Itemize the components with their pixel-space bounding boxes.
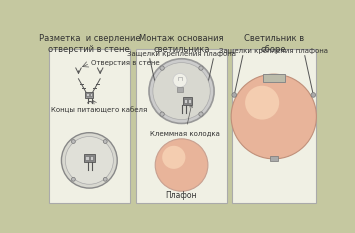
Circle shape [155,139,208,191]
Circle shape [232,93,236,97]
Text: Разметка  и сверление
отверстий в стене: Разметка и сверление отверстий в стене [38,34,140,54]
Text: Светильник в
сборе: Светильник в сборе [244,34,304,54]
Circle shape [103,140,107,144]
Circle shape [103,177,107,181]
Circle shape [311,93,316,97]
Bar [270,156,278,161]
Circle shape [149,59,214,123]
Text: Отверстия в стене: Отверстия в стене [91,60,159,66]
Circle shape [71,177,75,181]
Circle shape [245,86,279,120]
Circle shape [231,74,316,159]
Circle shape [61,133,117,188]
Bar [85,156,88,160]
Circle shape [160,66,164,70]
Bar [86,93,88,96]
Circle shape [160,112,164,116]
Text: Клеммная колодка: Клеммная колодка [151,105,220,136]
Text: Концы питающего кабеля: Концы питающего кабеля [51,101,148,113]
Bar [90,156,93,160]
Bar [49,49,130,203]
Bar [86,92,93,98]
Bar [184,99,187,103]
Bar [84,154,95,162]
Bar [136,49,227,203]
Circle shape [65,137,113,184]
Circle shape [199,66,203,70]
Circle shape [199,112,203,116]
Bar [232,49,316,203]
Bar [90,93,92,96]
Text: Защелки крепления плафона: Защелки крепления плафона [127,51,236,57]
Bar [263,74,285,82]
Bar [183,97,192,105]
Circle shape [173,73,187,87]
Bar [188,99,191,103]
Circle shape [71,140,75,144]
Text: Плафон: Плафон [166,191,197,200]
Circle shape [162,146,185,169]
Text: Монтаж основания
светильника: Монтаж основания светильника [139,34,224,54]
Text: Защелки крепления плафона: Защелки крепления плафона [219,48,328,54]
Circle shape [153,63,210,120]
Bar [177,87,183,92]
